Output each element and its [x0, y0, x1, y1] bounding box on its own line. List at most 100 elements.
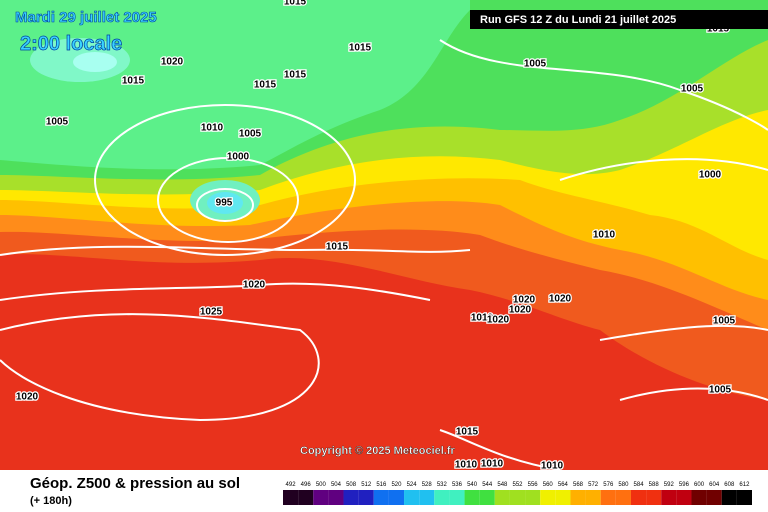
legend-label: 596	[679, 482, 690, 488]
isobar-label: 1015	[456, 427, 479, 438]
field	[0, 0, 768, 470]
isobar-label: 1010	[541, 461, 564, 472]
legend-label: 496	[301, 482, 312, 488]
legend-label: 516	[376, 482, 387, 488]
legend-label: 512	[361, 482, 372, 488]
legend-label: 492	[286, 482, 297, 488]
legend-swatch	[343, 490, 359, 505]
copyright: Copyright © 2025 Meteociel.fr	[300, 445, 456, 457]
isobar-label: 1020	[487, 315, 510, 326]
legend-label: 540	[467, 482, 478, 488]
isobar-label: 1010	[481, 459, 504, 470]
isobar-label: 1010	[593, 230, 616, 241]
legend-label: 528	[422, 482, 433, 488]
legend: 492 496 500 504 508 512 516 520 524 528 532 536 540 5…	[283, 482, 752, 505]
isobar-label: 1005	[709, 385, 732, 396]
legend-swatch	[600, 490, 616, 505]
legend-swatch	[509, 490, 526, 505]
legend-swatch	[676, 490, 692, 505]
legend-label: 564	[558, 482, 569, 488]
isobar-label: 1000	[699, 170, 722, 181]
legend-swatch	[494, 490, 510, 505]
legend-label: 572	[588, 482, 599, 488]
legend-swatch	[661, 490, 677, 505]
legend-swatch	[736, 490, 752, 505]
legend-label: 548	[497, 482, 508, 488]
legend-label: 592	[664, 482, 675, 488]
legend-label: 544	[482, 482, 493, 488]
legend-label: 560	[543, 482, 554, 488]
legend-label: 608	[724, 482, 735, 488]
legend-label: 508	[346, 482, 357, 488]
legend-label: 524	[407, 482, 418, 488]
legend-swatch	[525, 490, 541, 505]
isobar-label: 1015	[284, 0, 307, 8]
isobar-label: 1015	[349, 43, 372, 54]
legend-swatch	[373, 490, 389, 505]
legend-swatch	[419, 490, 435, 505]
legend-label: 576	[603, 482, 614, 488]
legend-swatch	[479, 490, 495, 505]
legend-label: 588	[649, 482, 660, 488]
legend-swatch	[585, 490, 601, 505]
legend-swatch	[449, 490, 465, 505]
legend-swatch	[313, 490, 329, 505]
legend-label: 556	[528, 482, 539, 488]
isobar-label: 1015	[122, 76, 145, 87]
time: 2:00 locale	[20, 33, 122, 55]
isobar-label: 1010	[201, 123, 224, 134]
legend-swatch	[706, 490, 722, 505]
legend-label: 552	[512, 482, 523, 488]
isobar-label: 1025	[200, 307, 223, 318]
legend-label: 536	[452, 482, 463, 488]
run: Run GFS 12 Z du Lundi 21 juillet 2025	[480, 14, 676, 26]
legend-swatch	[298, 490, 314, 505]
isobar-label: 1020	[549, 294, 572, 305]
legend-label: 580	[618, 482, 629, 488]
isobar-label: 1005	[681, 84, 704, 95]
date: Mardi 29 juillet 2025	[15, 9, 157, 26]
legend-swatch	[388, 490, 405, 505]
legend-swatch	[630, 490, 647, 505]
legend-swatch	[721, 490, 737, 505]
isobars	[0, 39, 768, 471]
isobar-label: 1015	[326, 242, 349, 253]
isobar-label: 1005	[239, 129, 262, 140]
legend-label: 500	[316, 482, 327, 488]
legend-label: 584	[634, 482, 645, 488]
isobar-label: 1000	[227, 152, 250, 163]
isobar-label: 1020	[513, 295, 536, 306]
isobar-label: 995	[216, 198, 233, 209]
legend-label: 504	[331, 482, 342, 488]
isobar-label: 1020	[161, 57, 184, 68]
run-box	[470, 10, 768, 29]
legend-label: 520	[391, 482, 402, 488]
isobar-label: 1010	[471, 313, 494, 324]
legend-swatch	[691, 490, 707, 505]
legend-swatch	[434, 490, 450, 505]
legend-swatch	[464, 490, 480, 505]
legend-swatch	[615, 490, 631, 505]
legend-swatch	[328, 490, 344, 505]
isobar-label: 1015	[284, 70, 307, 81]
legend-label: 604	[709, 482, 720, 488]
isobar-label: 1015	[254, 80, 277, 91]
legend-swatch	[555, 490, 571, 505]
legend-swatch	[540, 490, 556, 505]
isobar-label: 1005	[46, 117, 69, 128]
isobar-label: 1020	[243, 280, 266, 291]
legend-label: 532	[437, 482, 448, 488]
isobar-label: 1010	[455, 460, 478, 471]
legend-label: 600	[694, 482, 705, 488]
legend-label: 568	[573, 482, 584, 488]
isobar-label: 1020	[16, 392, 39, 403]
legend-swatch	[646, 490, 662, 505]
isobar-label: 1005	[713, 316, 736, 327]
legend-label: 612	[739, 482, 750, 488]
isobar-label: 1020	[509, 305, 532, 316]
legend-swatch	[358, 490, 374, 505]
isobar-label: 1005	[524, 59, 547, 70]
legend-swatch	[283, 490, 299, 505]
footer-title: Géop. Z500 & pression au sol	[30, 475, 240, 492]
